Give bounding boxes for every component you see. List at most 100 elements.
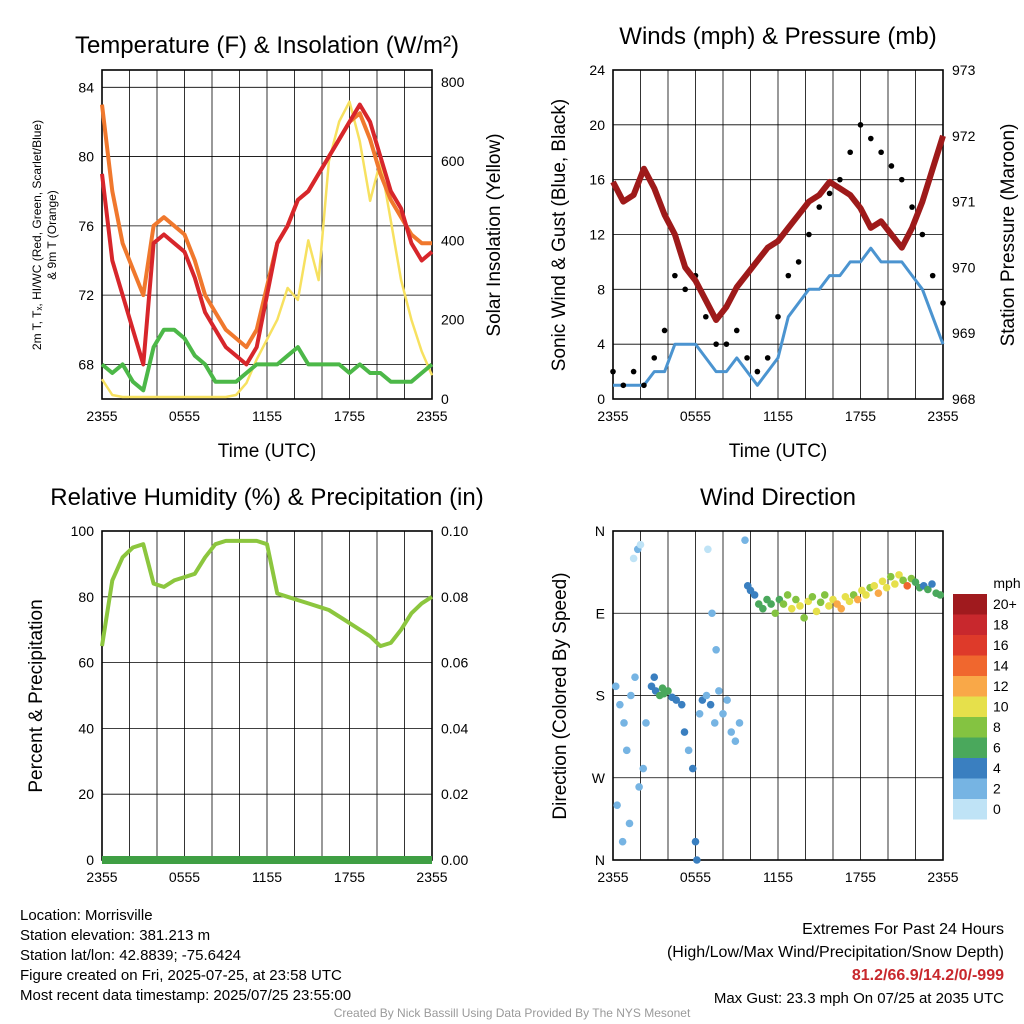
x-tick-label: 2355 [927,869,958,885]
y2-tick-label: 0.08 [441,589,468,605]
colorbar-label: 12 [993,678,1009,694]
y-tick-label: 72 [78,287,94,303]
direction-point [684,746,693,755]
direction-point [837,604,846,613]
y2-tick-label: 0.10 [441,523,468,539]
series-dewpoint [100,327,434,393]
station-info: Location: Morrisville Station elevation:… [20,906,351,1006]
gust-point [837,176,843,183]
y-tick-label: 68 [78,356,94,372]
y2-tick-label: 0.06 [441,655,468,671]
colorbar-swatch [953,758,987,779]
colorbar-swatch [953,778,987,799]
direction-point [735,719,744,727]
x-tick-label: 1155 [252,408,282,424]
direction-point [771,609,780,618]
location-text: Location: Morrisville [20,907,153,924]
y2-tick-label: 400 [441,232,465,248]
x-tick-label: 2355 [86,408,117,424]
credit-text: Created By Nick Bassill Using Data Provi… [333,1006,691,1020]
gust-point [929,272,936,279]
gust-point [744,355,750,361]
y-axis-label: Percent & Precipitation [26,599,47,792]
gust-point [682,286,688,293]
direction-point [710,719,719,727]
x-tick-label: 1755 [334,408,365,424]
colorbar-label: 4 [993,760,1001,776]
y2-tick-label: 0.04 [441,720,468,736]
direction-point [891,580,899,588]
direction-point [642,719,650,727]
direction-point [812,607,821,616]
direction-point [629,554,638,563]
direction-point [672,696,681,704]
direction-point [631,673,639,682]
y2-tick-label: 0.02 [441,786,468,802]
panel-title-winds: Winds (mph) & Pressure (mb) [619,23,936,50]
gust-point [898,176,905,183]
colorbar-swatch [953,799,987,820]
direction-point [878,577,887,586]
y-tick-label: S [596,688,605,704]
colorbar-label: 6 [993,740,1001,756]
colorbar-swatch [953,635,987,656]
direction-point [825,602,833,610]
y-tick-label: 84 [78,79,94,95]
colorbar-label: 2 [993,781,1001,797]
gust-point [909,204,915,210]
direction-point [741,536,749,544]
gust-point [754,368,761,375]
x-tick-label: 1755 [845,408,876,424]
direction-point [611,682,620,691]
extremes-title: Extremes For Past 24 Hours [802,921,1004,938]
series-pressure [610,134,946,323]
y-tick-label: 12 [589,227,605,243]
direction-point [620,719,628,727]
x-axis-label: Time (UTC) [218,441,317,462]
y-tick-label: 80 [78,589,94,605]
x-tick-label: 2355 [416,408,447,424]
series-solar [100,100,434,399]
direction-point [702,691,711,700]
plot-border [612,69,944,400]
direction-point [691,837,700,846]
direction-point [783,591,792,599]
colorbar-swatch [953,717,987,738]
y2-tick-label: 800 [441,74,465,90]
gust-point [806,231,812,238]
extremes-info: Extremes For Past 24 Hours (High/Low/Max… [667,918,1004,1010]
x-tick-label: 0555 [169,869,200,885]
panel-title-temperature: Temperature (F) & Insolation (W/m²) [75,32,459,59]
y2-tick-label: 200 [441,312,465,328]
y-tick-label: 76 [78,218,94,234]
y-axis-label-line1: 2m T, Tₓ, HI/WC (Red, Green, Scarlet/Blu… [30,120,44,350]
colorbar-swatch [953,676,987,697]
series-sonic-wind [613,246,945,387]
colorbar-label: 18 [993,617,1009,633]
direction-point [708,609,716,618]
direction-point [845,597,854,606]
direction-point [895,571,903,579]
gust-point [651,355,658,361]
direction-point [618,837,627,846]
x-tick-label: 0555 [680,408,711,424]
gust-point [919,231,926,238]
gust-point [868,135,874,142]
direction-point [886,572,895,581]
plot-border [612,530,944,861]
y-tick-label: 40 [78,720,94,736]
panel-title-humidity: Relative Humidity (%) & Precipitation (i… [50,484,483,511]
direction-point [862,591,870,599]
y-tick-label: 20 [78,786,94,802]
direction-point [727,728,736,736]
recent-text: Most recent data timestamp: 2025/07/25 2… [20,987,352,1004]
y-tick-label: 0 [597,391,605,407]
direction-point [715,687,723,695]
direction-point [936,591,945,599]
y-tick-label: 80 [78,149,94,165]
gust-point [775,313,781,320]
direction-point [706,700,715,709]
y-tick-label: N [595,852,605,868]
panel-title-direction: Wind Direction [700,484,856,511]
direction-point [636,540,645,549]
